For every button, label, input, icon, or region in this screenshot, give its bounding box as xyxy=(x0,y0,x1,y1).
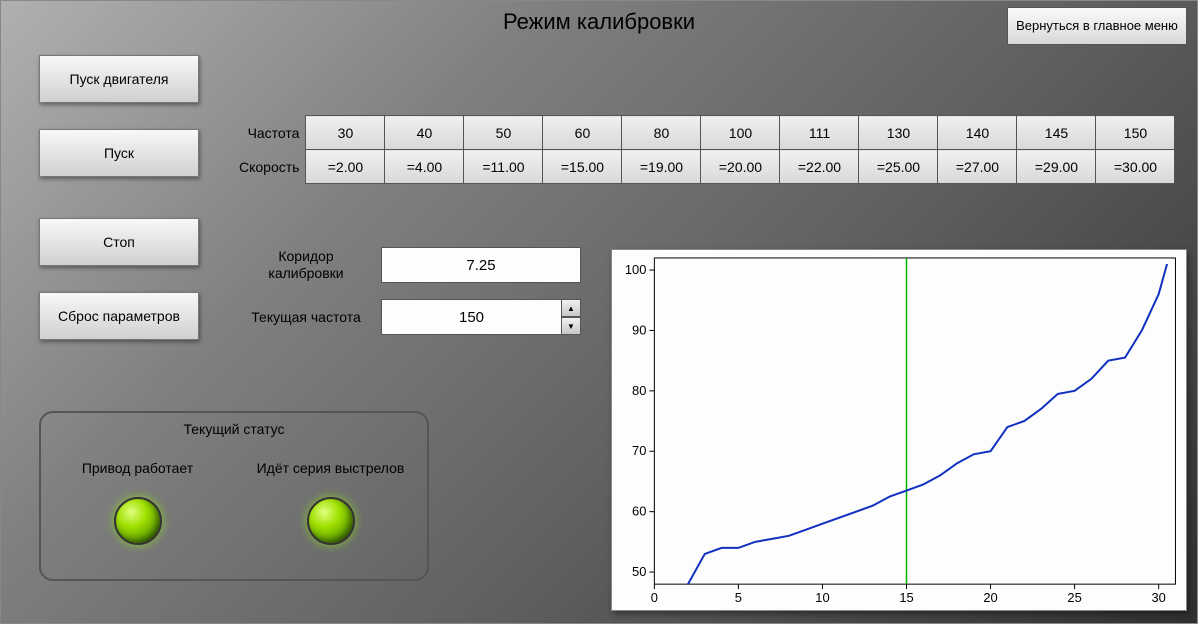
speed-cell[interactable]: =29.00 xyxy=(1017,150,1096,184)
spinner-up-button[interactable]: ▲ xyxy=(561,299,581,317)
speed-cell[interactable]: =19.00 xyxy=(622,150,701,184)
row-label-speed: Скорость xyxy=(238,150,306,184)
speed-cell[interactable]: =27.00 xyxy=(938,150,1017,184)
svg-text:10: 10 xyxy=(815,590,829,605)
calibration-chart: 0 5 10 15 20 25 30 50 60 70 80 90 100 xyxy=(611,249,1187,611)
freq-cell[interactable]: 100 xyxy=(701,116,780,150)
current-freq-spinner[interactable]: 150 ▲ ▼ xyxy=(381,299,581,335)
freq-cell[interactable]: 60 xyxy=(543,116,622,150)
spinner-down-button[interactable]: ▼ xyxy=(561,317,581,335)
led-group-series: Идёт серия выстрелов xyxy=(246,451,416,545)
chart-svg: 0 5 10 15 20 25 30 50 60 70 80 90 100 xyxy=(612,250,1186,610)
speed-cell[interactable]: =20.00 xyxy=(701,150,780,184)
led-label-series: Идёт серия выстрелов xyxy=(257,451,405,485)
corridor-label: Коридор калибровки xyxy=(251,248,361,282)
speed-cell[interactable]: =11.00 xyxy=(464,150,543,184)
freq-cell[interactable]: 111 xyxy=(780,116,859,150)
corridor-input[interactable]: 7.25 xyxy=(381,247,581,283)
engine-start-button[interactable]: Пуск двигателя xyxy=(39,55,199,103)
current-freq-row: Текущая частота 150 ▲ ▼ xyxy=(251,299,581,335)
freq-cell[interactable]: 80 xyxy=(622,116,701,150)
current-freq-value[interactable]: 150 xyxy=(381,299,561,335)
svg-text:100: 100 xyxy=(625,262,647,277)
led-drive-running xyxy=(114,497,162,545)
corridor-row: Коридор калибровки 7.25 xyxy=(251,247,581,283)
svg-text:70: 70 xyxy=(632,443,646,458)
calibration-table: Частота 30 40 50 60 80 100 111 130 140 1… xyxy=(238,115,1175,184)
freq-cell[interactable]: 40 xyxy=(385,116,464,150)
current-freq-label: Текущая частота xyxy=(251,309,361,326)
freq-cell[interactable]: 140 xyxy=(938,116,1017,150)
row-label-frequency: Частота xyxy=(238,116,306,150)
stop-button[interactable]: Стоп xyxy=(39,218,199,266)
return-menu-button[interactable]: Вернуться в главное меню xyxy=(1007,7,1187,45)
svg-text:25: 25 xyxy=(1067,590,1081,605)
table-row-frequency: Частота 30 40 50 60 80 100 111 130 140 1… xyxy=(238,116,1175,150)
led-group-drive: Привод работает xyxy=(53,451,223,545)
freq-cell[interactable]: 130 xyxy=(859,116,938,150)
svg-text:20: 20 xyxy=(983,590,997,605)
speed-cell[interactable]: =22.00 xyxy=(780,150,859,184)
freq-cell[interactable]: 145 xyxy=(1017,116,1096,150)
freq-cell[interactable]: 30 xyxy=(306,116,385,150)
speed-cell[interactable]: =2.00 xyxy=(306,150,385,184)
status-title: Текущий статус xyxy=(41,421,427,437)
status-panel: Текущий статус Привод работает Идёт сери… xyxy=(39,411,429,581)
svg-text:30: 30 xyxy=(1151,590,1165,605)
svg-text:15: 15 xyxy=(899,590,913,605)
led-shot-series xyxy=(307,497,355,545)
svg-text:5: 5 xyxy=(735,590,742,605)
led-label-drive: Привод работает xyxy=(82,451,193,485)
speed-cell[interactable]: =4.00 xyxy=(385,150,464,184)
svg-text:60: 60 xyxy=(632,504,646,519)
speed-cell[interactable]: =25.00 xyxy=(859,150,938,184)
svg-text:50: 50 xyxy=(632,564,646,579)
freq-cell[interactable]: 150 xyxy=(1096,116,1175,150)
start-button[interactable]: Пуск xyxy=(39,129,199,177)
svg-text:0: 0 xyxy=(651,590,658,605)
freq-cell[interactable]: 50 xyxy=(464,116,543,150)
reset-button[interactable]: Сброс параметров xyxy=(39,292,199,340)
table-row-speed: Скорость =2.00 =4.00 =11.00 =15.00 =19.0… xyxy=(238,150,1175,184)
svg-text:80: 80 xyxy=(632,383,646,398)
main-panel: Режим калибровки Вернуться в главное мен… xyxy=(0,0,1198,624)
speed-cell[interactable]: =30.00 xyxy=(1096,150,1175,184)
speed-cell[interactable]: =15.00 xyxy=(543,150,622,184)
svg-text:90: 90 xyxy=(632,322,646,337)
